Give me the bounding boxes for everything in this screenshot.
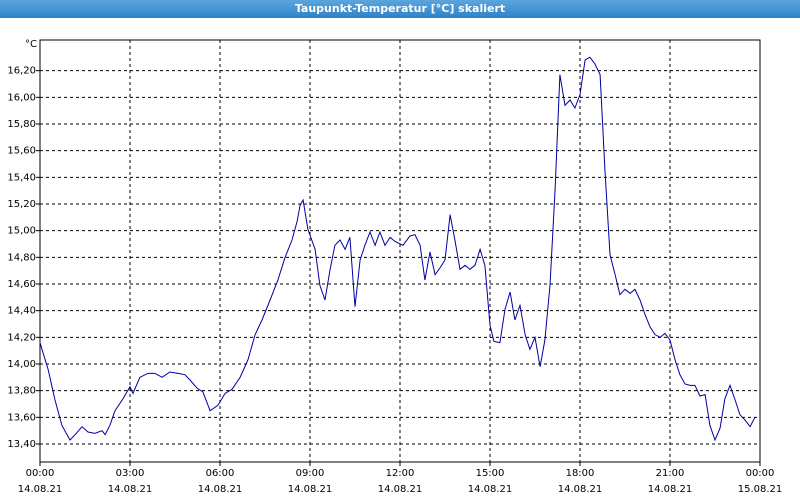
x-tick-label: 00:00: [746, 468, 775, 479]
x-tick-label: 12:00: [386, 468, 415, 479]
y-tick-label: 14,80: [7, 252, 36, 263]
y-tick-label: 14,00: [7, 359, 36, 370]
y-tick-label: 14,40: [7, 306, 36, 317]
y-tick-label: 16,20: [7, 66, 36, 77]
y-tick-label: 14,60: [7, 279, 36, 290]
y-tick-label: 13,40: [7, 439, 36, 450]
y-tick-label: 15,80: [7, 119, 36, 130]
x-tick-date: 14.08.21: [198, 484, 243, 495]
y-tick-label: 14,20: [7, 332, 36, 343]
chart-title: Taupunkt-Temperatur [°C] skaliert: [295, 2, 505, 15]
x-tick-label: 18:00: [566, 468, 595, 479]
y-tick-label: 15,00: [7, 226, 36, 237]
x-tick-label: 09:00: [296, 468, 325, 479]
x-tick-date: 14.08.21: [648, 484, 693, 495]
x-tick-date: 15.08.21: [738, 484, 783, 495]
data-line: [39, 56, 756, 442]
y-axis-label: °C: [25, 39, 37, 50]
x-tick-date: 14.08.21: [558, 484, 603, 495]
title-bar: [0, 0, 800, 18]
x-tick-label: 06:00: [206, 468, 235, 479]
x-tick-label: 21:00: [656, 468, 685, 479]
y-tick-label: 15,60: [7, 146, 36, 157]
y-tick-label: 13,80: [7, 386, 36, 397]
y-tick-label: 15,20: [7, 199, 36, 210]
x-tick-date: 14.08.21: [468, 484, 513, 495]
x-tick-label: 15:00: [476, 468, 505, 479]
x-tick-date: 14.08.21: [378, 484, 423, 495]
y-tick-label: 16,00: [7, 92, 36, 103]
y-tick-label: 15,40: [7, 172, 36, 183]
x-tick-label: 00:00: [26, 468, 55, 479]
x-tick-label: 03:00: [116, 468, 145, 479]
x-tick-date: 14.08.21: [108, 484, 153, 495]
x-tick-date: 14.08.21: [288, 484, 333, 495]
y-tick-label: 13,60: [7, 412, 36, 423]
x-tick-date: 14.08.21: [18, 484, 63, 495]
